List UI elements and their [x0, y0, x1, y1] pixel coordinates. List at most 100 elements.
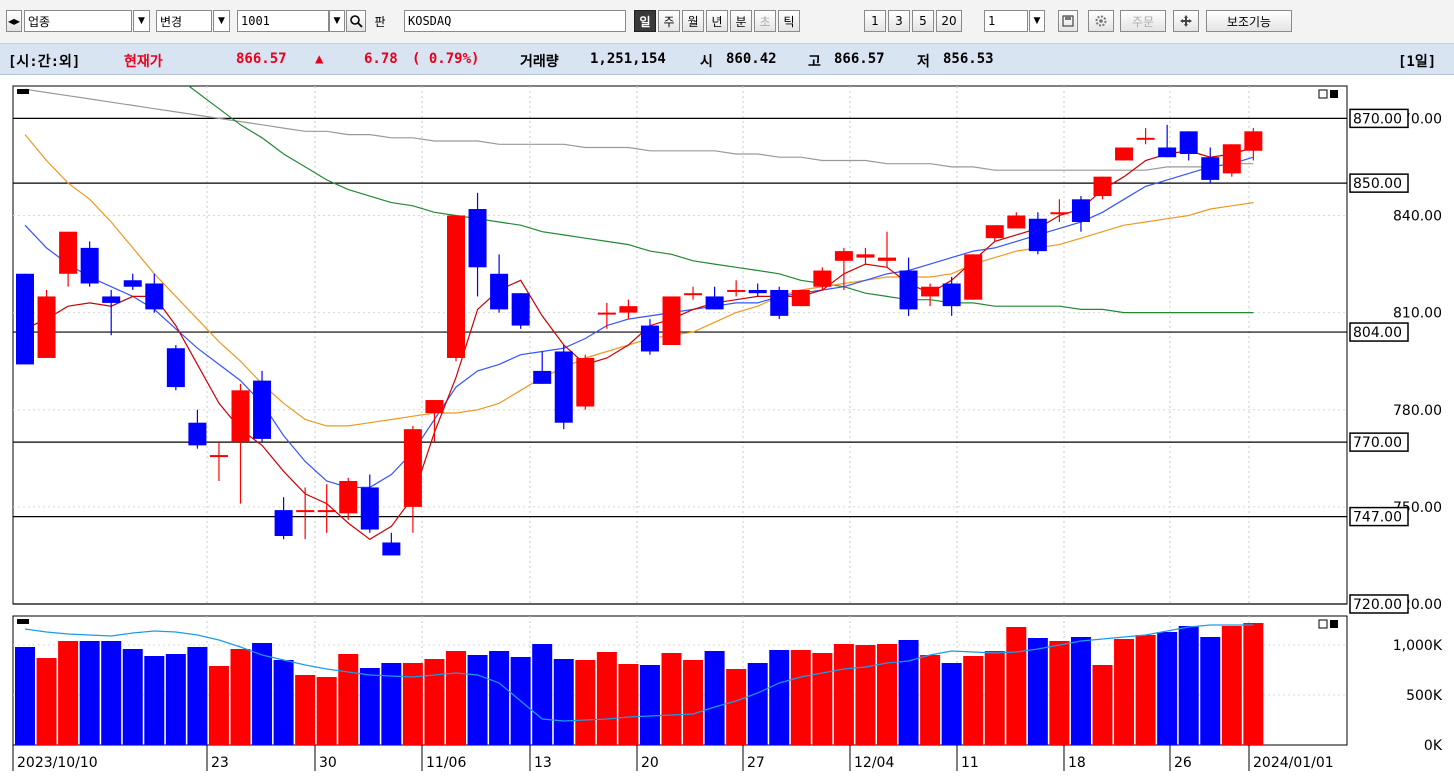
candle-body	[1244, 131, 1263, 151]
candle-body	[1136, 137, 1155, 140]
price-level-label: 850.00	[1353, 176, 1402, 192]
volume-bar	[769, 650, 790, 745]
volume-bar	[58, 641, 79, 745]
candle-body	[964, 254, 983, 300]
volume-bar	[877, 644, 897, 745]
panel-restore-icon	[1318, 89, 1328, 99]
volume-tick-label: 1,000K	[1393, 638, 1443, 654]
multiplier-button-20[interactable]: 20	[936, 10, 962, 32]
period-button-tick[interactable]: 틱	[778, 10, 800, 32]
volume-bar	[79, 641, 100, 745]
candle-body	[188, 422, 207, 446]
volume-bar	[553, 659, 574, 745]
high-label: 고	[808, 54, 821, 70]
x-tick-label: 27	[747, 755, 765, 771]
volume-bar	[941, 663, 962, 745]
candle-body	[576, 357, 595, 407]
volume-bar	[338, 654, 359, 745]
x-tick-label: 2023/10/10	[17, 755, 98, 771]
category-dropdown-icon[interactable]: ▼	[133, 10, 150, 32]
x-tick-label: 2024/01/01	[1253, 755, 1334, 771]
nav-arrows-button[interactable]: ◂▸	[6, 10, 22, 32]
period-button-month[interactable]: 월	[682, 10, 704, 32]
candle-body	[209, 455, 228, 458]
ma120-line	[24, 88, 1254, 171]
volume-bar	[187, 647, 208, 745]
price-volume-chart[interactable]: 870.00840.00810.00780.00750.00720.00870.…	[0, 76, 1454, 775]
gear-icon[interactable]	[1088, 10, 1114, 32]
volume-bar	[790, 650, 811, 745]
low-label: 저	[917, 54, 930, 70]
save-icon[interactable]	[1058, 10, 1078, 32]
candle-body	[490, 273, 509, 310]
volume-tick-label: 500K	[1406, 688, 1443, 704]
period-button-minute[interactable]: 분	[730, 10, 752, 32]
volume-bar	[359, 668, 380, 745]
period-button-week[interactable]: 주	[658, 10, 680, 32]
candle-body	[59, 231, 78, 274]
multiplier-input[interactable]: 1	[984, 10, 1028, 32]
change-dropdown-icon[interactable]: ▼	[213, 10, 230, 32]
volume-bar	[747, 663, 768, 745]
volume-bar	[575, 660, 596, 745]
candle-body	[166, 348, 185, 388]
panel-menu-icon	[17, 619, 29, 624]
up-arrow-icon: ▲	[315, 51, 324, 67]
open-label: 시	[700, 54, 713, 70]
open-value: 860.42	[726, 51, 777, 67]
change-select[interactable]: 변경	[156, 10, 212, 32]
category-select[interactable]: 업종	[24, 10, 132, 32]
candle-body	[899, 270, 918, 310]
multiplier-dropdown-icon[interactable]: ▼	[1029, 10, 1045, 32]
candle-body	[1007, 215, 1026, 229]
candle-body	[80, 247, 99, 284]
candle-body	[619, 306, 638, 313]
search-icon[interactable]	[346, 10, 366, 32]
code-input[interactable]: 1001	[237, 10, 329, 32]
volume-bar	[381, 663, 402, 745]
low-value: 856.53	[943, 51, 994, 67]
volume-bar	[1135, 635, 1156, 745]
multiplier-button-1[interactable]: 1	[864, 10, 886, 32]
candle-body	[748, 289, 767, 294]
ma20-line	[24, 134, 1254, 427]
volume-bar	[898, 640, 919, 745]
market-name-field[interactable]: KOSDAQ	[404, 10, 626, 32]
x-tick-label: 23	[211, 755, 229, 771]
volume-bar	[1070, 637, 1091, 745]
volume-bar	[1049, 641, 1070, 745]
price-level-label: 720.00	[1353, 597, 1402, 613]
period-button-day[interactable]: 일	[634, 10, 656, 32]
x-tick-label: 13	[534, 755, 552, 771]
volume-bar	[1092, 665, 1113, 745]
ma10-line	[24, 156, 1254, 488]
price-level-box	[1349, 108, 1409, 129]
aux-function-button[interactable]: 보조기능	[1206, 10, 1292, 32]
panel-restore-icon	[1318, 619, 1328, 629]
price-level-label: 870.00	[1353, 111, 1402, 127]
period-button-second[interactable]: 초	[754, 10, 776, 32]
candle-body	[856, 254, 875, 258]
candle-body	[1050, 212, 1069, 215]
x-tick-label: 20	[641, 755, 659, 771]
volume-bar	[101, 641, 122, 745]
order-button[interactable]: 주문	[1120, 10, 1166, 32]
candle-body	[1179, 131, 1198, 154]
multiplier-button-3[interactable]: 3	[888, 10, 910, 32]
code-dropdown-icon[interactable]: ▼	[329, 10, 345, 32]
candle-body	[533, 370, 552, 384]
ma5-line	[24, 146, 1254, 541]
y-tick-label: 780.00	[1393, 403, 1442, 419]
volume-bar	[36, 658, 57, 745]
candle-body	[16, 273, 34, 365]
move-icon[interactable]	[1173, 10, 1199, 32]
candle-body	[296, 510, 315, 513]
candle-body	[727, 289, 746, 292]
multiplier-button-5[interactable]: 5	[912, 10, 934, 32]
candle-body	[684, 293, 703, 296]
chart-area[interactable]: 870.00 840.00 810.00 780.00 750.00 720.00 870.…	[0, 76, 1454, 775]
x-tick-label: 11	[961, 755, 979, 771]
period-button-year[interactable]: 년	[706, 10, 728, 32]
candle-body	[382, 542, 401, 556]
candle-body	[511, 293, 530, 326]
